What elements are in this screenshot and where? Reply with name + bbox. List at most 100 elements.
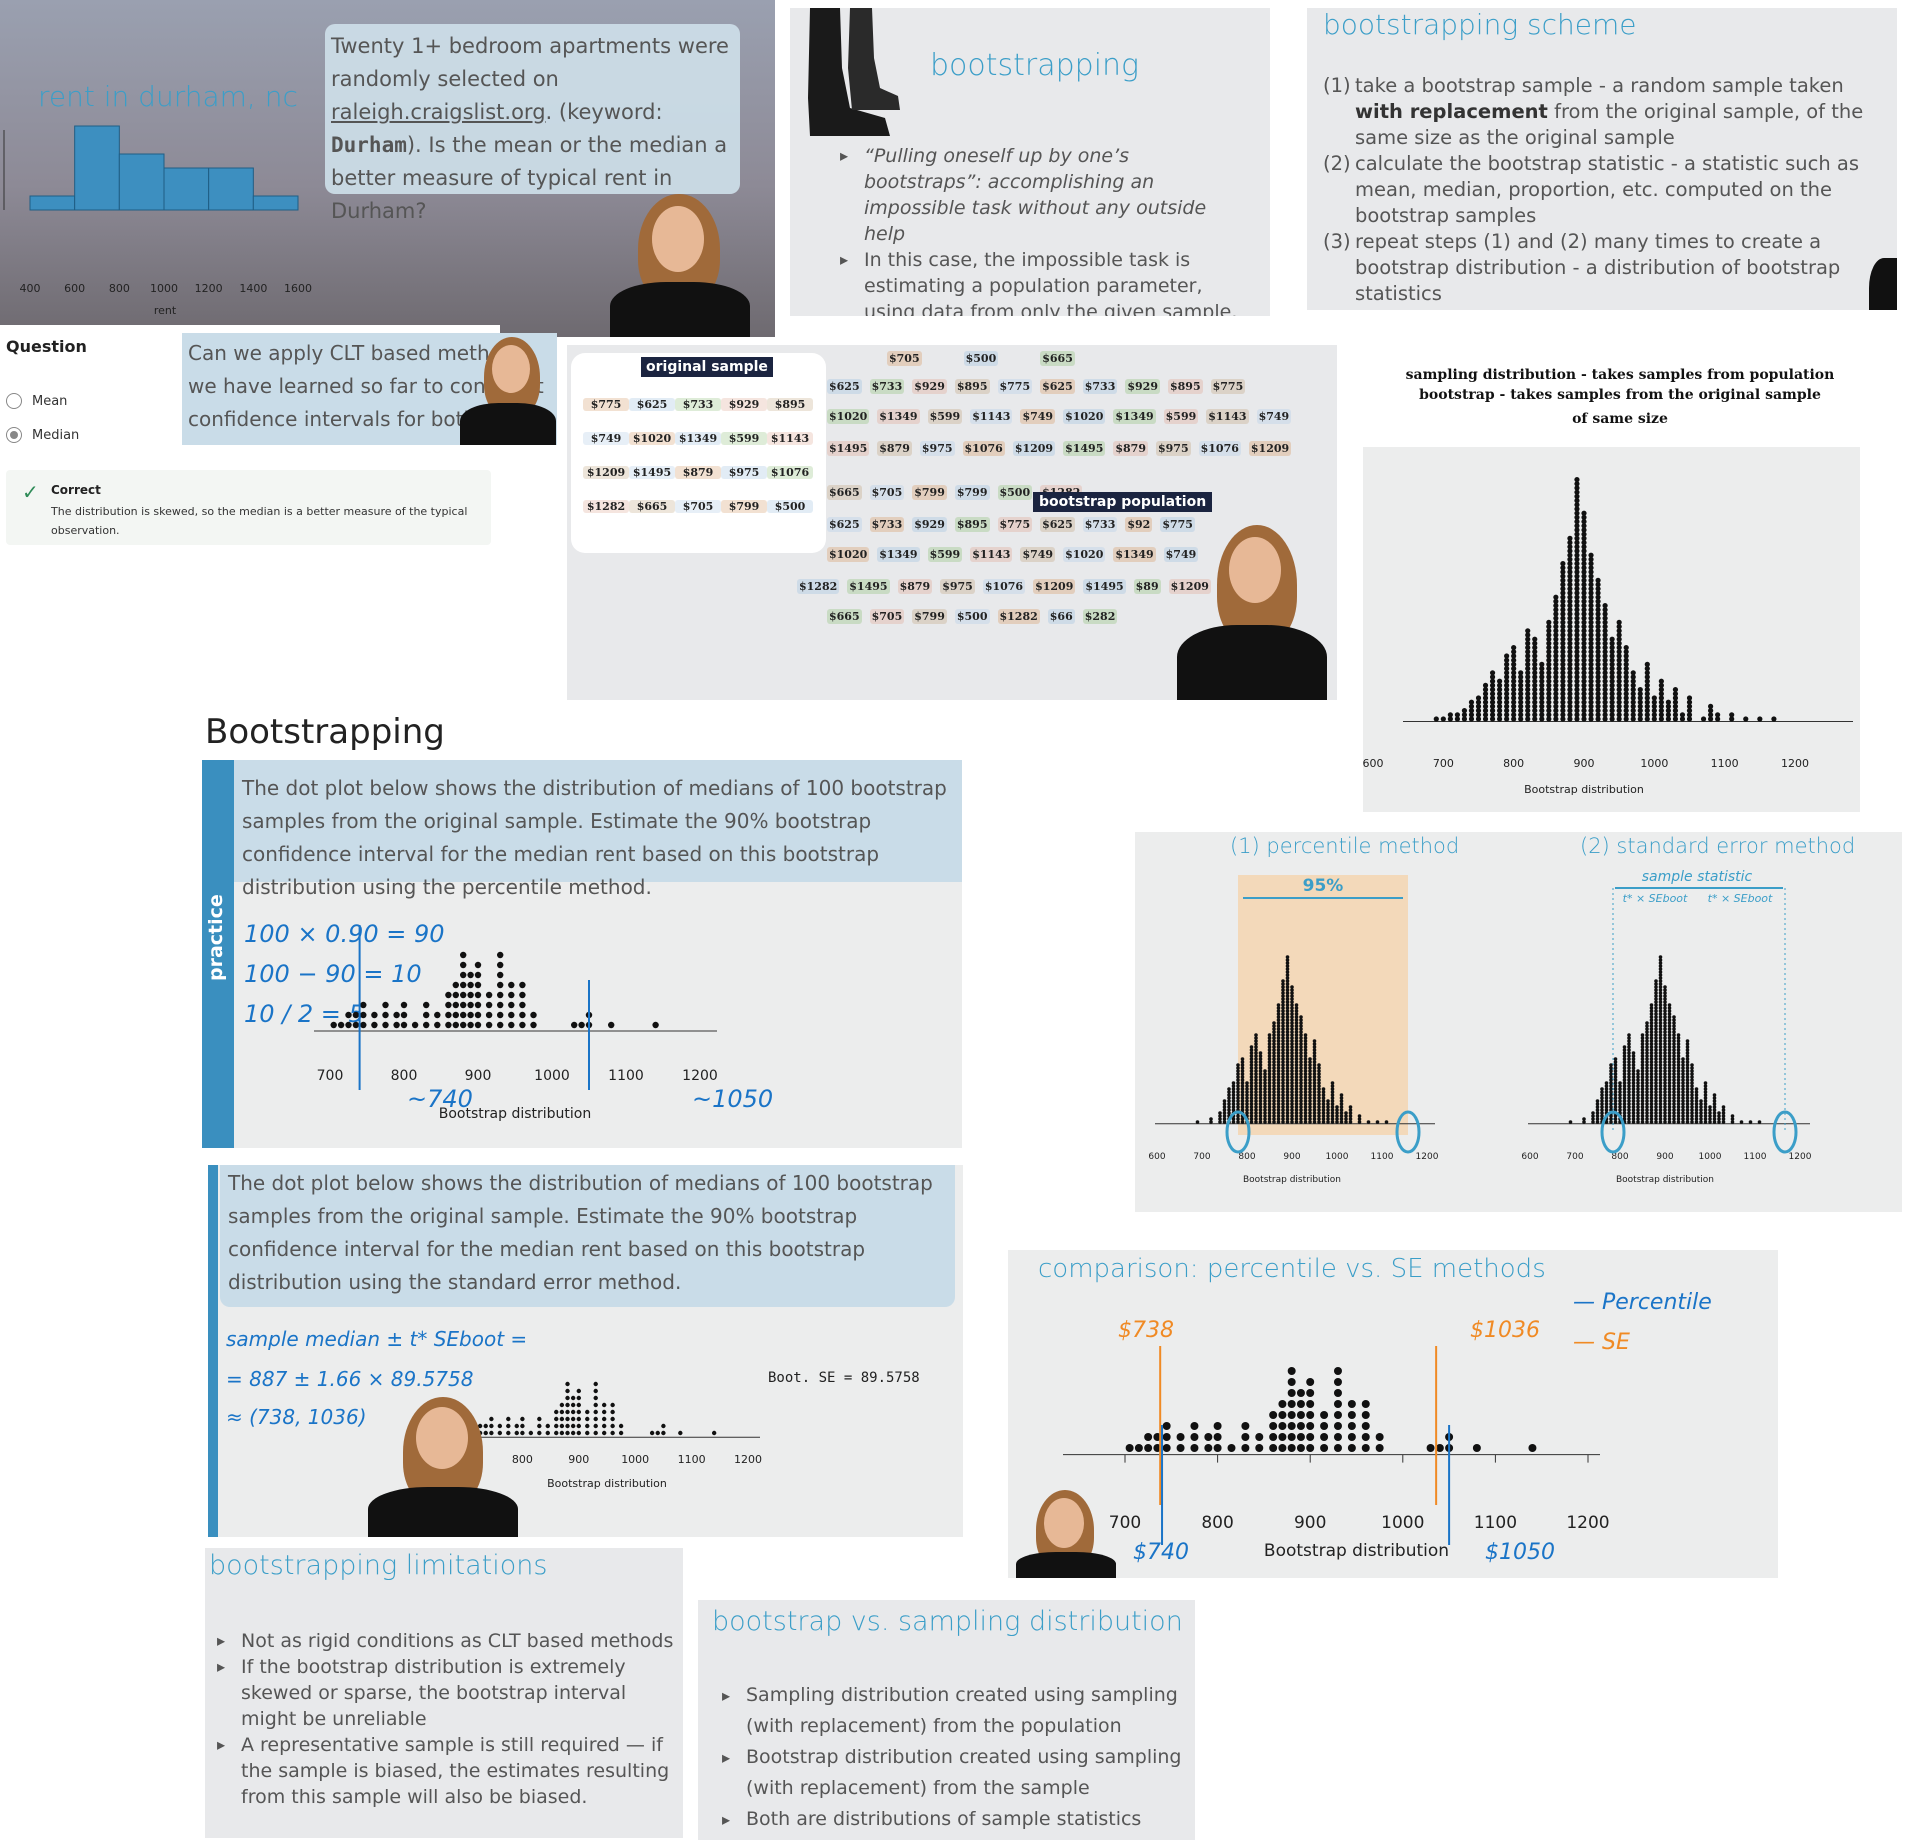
dot (1672, 1075, 1676, 1079)
dot (1285, 1096, 1290, 1100)
dot (1658, 1042, 1663, 1046)
dot (1299, 1033, 1303, 1037)
dot (1588, 670, 1594, 676)
dot (1303, 1048, 1308, 1052)
dot (1290, 1078, 1294, 1082)
dot (1574, 670, 1580, 676)
dot (1285, 1114, 1290, 1118)
dot (1294, 1120, 1299, 1124)
dot (1649, 1099, 1654, 1103)
dot (1267, 1111, 1272, 1115)
se-high-note: $1036 (1470, 1318, 1540, 1343)
dot (1312, 1078, 1317, 1082)
dot (1663, 1006, 1667, 1010)
sampling-note: sampling distribution - takes samples fr… (1345, 365, 1895, 429)
practice-sidebar (208, 1165, 218, 1537)
dot (1504, 699, 1510, 705)
dot (1618, 1096, 1622, 1100)
dot (678, 1430, 683, 1436)
dot (1631, 1081, 1636, 1085)
dot (1654, 1066, 1658, 1070)
dot (1482, 691, 1489, 697)
dot (1658, 1108, 1663, 1112)
dot (1591, 1120, 1595, 1124)
dot (1627, 1108, 1631, 1112)
dot (1627, 1072, 1631, 1076)
dot (1618, 1093, 1622, 1097)
dot (578, 1021, 585, 1029)
dot (1588, 691, 1594, 697)
dot (1667, 1078, 1672, 1082)
dot (1676, 1078, 1681, 1082)
dot (1645, 1117, 1649, 1121)
price-tag: $1282 (583, 500, 629, 513)
craigslist-link[interactable]: raleigh.craigslist.org (331, 100, 546, 124)
dot (1525, 657, 1531, 663)
original-sample-card: original sample $775 $625 $733 $929 $895$749… (571, 353, 826, 553)
dot (1567, 699, 1573, 705)
dot (1609, 708, 1615, 714)
step-3: (3) repeat steps (1) and (2) many times t… (1323, 230, 1841, 305)
dot (1613, 1117, 1618, 1121)
dot (1344, 1117, 1348, 1121)
dot (1299, 1102, 1303, 1106)
dot (1574, 691, 1580, 697)
dot (1312, 1084, 1317, 1088)
dot (1640, 1114, 1645, 1118)
dot (1285, 985, 1290, 989)
dot (1686, 699, 1693, 705)
dot (1249, 1045, 1254, 1049)
price-tag: $1143 (970, 409, 1013, 424)
dot (1231, 1081, 1236, 1085)
dot (1294, 1051, 1299, 1055)
dot (1303, 1045, 1308, 1049)
dot (1560, 561, 1566, 567)
dot (1613, 1114, 1618, 1118)
dot (1560, 577, 1566, 583)
dot (1623, 695, 1629, 701)
dot (1595, 607, 1601, 613)
dot (1640, 1048, 1645, 1052)
option-mean[interactable]: Mean (6, 393, 67, 409)
dot (1640, 1066, 1645, 1070)
dot (1317, 1069, 1321, 1073)
dot (1281, 1012, 1285, 1016)
dot (497, 961, 504, 969)
option-median[interactable]: Median (6, 427, 79, 443)
dot (1602, 653, 1608, 659)
dot (1631, 1120, 1636, 1124)
dot (1676, 1057, 1681, 1061)
dot (1658, 976, 1663, 980)
dot (1299, 1078, 1303, 1082)
histogram-bar (29, 195, 76, 211)
dot (1263, 1117, 1267, 1121)
dot (1658, 691, 1664, 697)
dot (1176, 1444, 1185, 1452)
dot (1658, 1114, 1663, 1118)
dot (1588, 607, 1594, 613)
tick-label: 1200 (1416, 1152, 1439, 1162)
dot (1581, 556, 1587, 562)
dot (601, 1430, 607, 1436)
dot (1339, 1096, 1344, 1100)
dot (1681, 1099, 1685, 1103)
price-tag: $1076 (982, 579, 1026, 594)
dot (1627, 1042, 1631, 1046)
dot (565, 1402, 570, 1408)
dot (1730, 1114, 1735, 1118)
dot (1636, 1075, 1640, 1079)
dot (1609, 678, 1615, 684)
dot (576, 1395, 581, 1401)
dot (1317, 1072, 1321, 1076)
dot (1667, 1075, 1672, 1079)
dot (1308, 1060, 1312, 1064)
dot (1321, 1114, 1326, 1118)
dot (1294, 1036, 1299, 1040)
dot (1317, 1108, 1321, 1112)
bullet-item: Sampling distribution created using samp… (722, 1680, 1182, 1742)
dot (1663, 1069, 1667, 1073)
dot (460, 1001, 467, 1009)
dot (1649, 1036, 1654, 1040)
dot (1600, 1099, 1604, 1103)
dot (1511, 687, 1517, 693)
